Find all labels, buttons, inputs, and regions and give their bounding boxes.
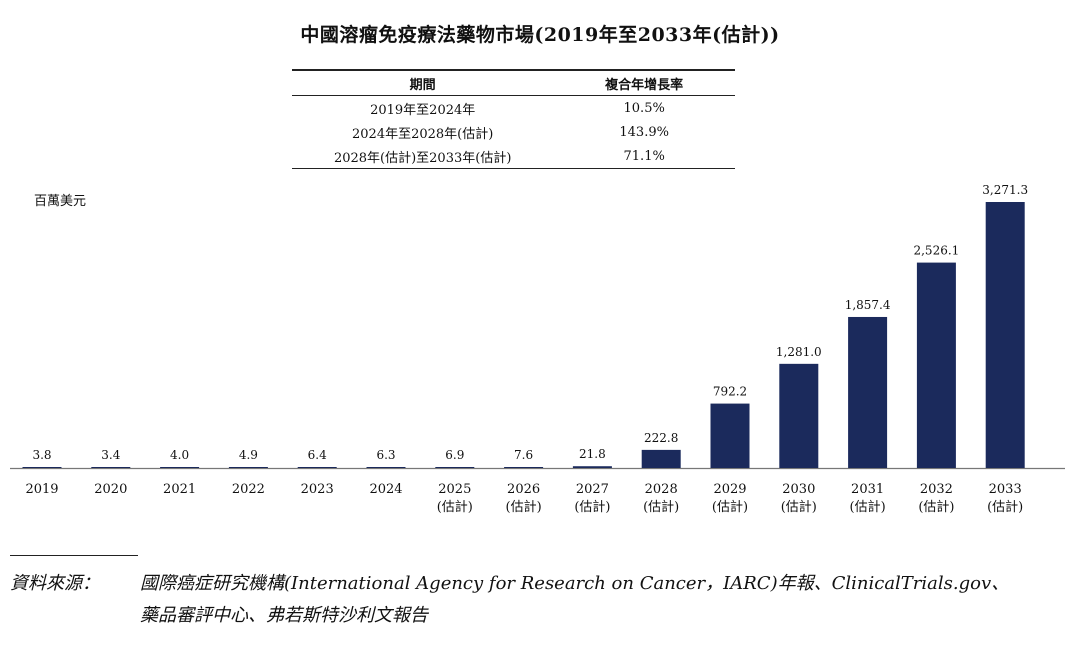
data-label: 3,271.3 xyxy=(982,183,1028,197)
data-label: 7.6 xyxy=(514,448,533,462)
bar xyxy=(366,467,406,468)
source-label: 資料來源： xyxy=(10,573,100,594)
bar xyxy=(160,467,200,468)
bar xyxy=(848,316,888,468)
data-label: 2,526.1 xyxy=(913,244,959,258)
source-divider xyxy=(10,555,138,556)
data-label: 4.9 xyxy=(239,448,258,462)
bar xyxy=(297,467,337,468)
data-label: 21.8 xyxy=(579,447,606,461)
x-tick-sublabel: (估計) xyxy=(987,499,1023,515)
x-tick-label: 2031 xyxy=(851,482,884,497)
table-row: 2028年(估計)至2033年(估計) 71.1% xyxy=(292,144,735,169)
x-tick-label: 2025 xyxy=(438,482,471,497)
x-tick-label: 2033 xyxy=(989,482,1022,497)
x-tick-label: 2030 xyxy=(782,482,815,497)
data-label: 6.3 xyxy=(376,448,395,462)
cagr-table: 期間 複合年增長率 2019年至2024年 10.5% 2024年至2028年(… xyxy=(292,69,735,169)
cagr-header-row: 期間 複合年增長率 xyxy=(292,70,735,96)
data-label: 1,857.4 xyxy=(845,298,891,312)
x-tick-sublabel: (估計) xyxy=(781,499,817,515)
table-row: 2024年至2028年(估計) 143.9% xyxy=(292,120,735,144)
chart-title: 中國溶瘤免疫療法藥物市場(2019年至2033年(估計)) xyxy=(300,24,780,46)
data-label: 6.4 xyxy=(308,448,327,462)
x-tick-label: 2023 xyxy=(301,482,334,497)
x-tick-label: 2027 xyxy=(576,482,609,497)
x-tick-label: 2019 xyxy=(25,482,58,497)
cagr-rate: 143.9% xyxy=(619,125,669,140)
bar xyxy=(779,363,819,468)
x-tick-label: 2028 xyxy=(645,482,678,497)
x-tick-sublabel: (估計) xyxy=(643,499,679,515)
cagr-rate: 71.1% xyxy=(623,149,665,164)
x-tick-label: 2029 xyxy=(713,482,746,497)
x-tick-label: 2020 xyxy=(94,482,127,497)
x-tick-sublabel: (估計) xyxy=(850,499,886,515)
cagr-rate: 10.5% xyxy=(623,101,665,116)
bar xyxy=(572,466,612,468)
source-line-1: 國際癌症研究機構(International Agency for Resear… xyxy=(140,573,1010,594)
x-tick-sublabel: (估計) xyxy=(506,499,542,515)
cagr-header-period: 期間 xyxy=(292,70,554,96)
bar xyxy=(710,403,750,468)
cagr-period: 2019年至2024年 xyxy=(370,103,476,118)
x-tick-label: 2024 xyxy=(369,482,402,497)
x-tick-sublabel: (估計) xyxy=(437,499,473,515)
bar xyxy=(228,467,268,468)
table-row: 2019年至2024年 10.5% xyxy=(292,96,735,121)
bar xyxy=(916,262,956,468)
data-label: 3.8 xyxy=(32,448,51,462)
bar xyxy=(22,467,62,468)
x-tick-label: 2032 xyxy=(920,482,953,497)
x-tick-label: 2021 xyxy=(163,482,196,497)
bar xyxy=(504,467,544,468)
x-tick-label: 2026 xyxy=(507,482,540,497)
data-label: 792.2 xyxy=(713,385,747,399)
data-label: 4.0 xyxy=(170,448,189,462)
bar-chart: 3.8 2019 3.4 2020 4.0 2021 4.9 2022 6.4 2023 6.3 20… xyxy=(10,183,1065,515)
bar xyxy=(985,202,1025,468)
cagr-header-rate: 複合年增長率 xyxy=(553,70,735,96)
cagr-period: 2024年至2028年(估計) xyxy=(352,127,494,142)
x-tick-sublabel: (估計) xyxy=(918,499,954,515)
x-tick-label: 2022 xyxy=(232,482,265,497)
data-label: 3.4 xyxy=(101,448,120,462)
data-label: 1,281.0 xyxy=(776,345,822,359)
x-tick-sublabel: (估計) xyxy=(574,499,610,515)
source-note: 資料來源： 國際癌症研究機構(International Agency for R… xyxy=(10,568,1009,632)
data-label: 222.8 xyxy=(644,431,678,445)
data-label: 6.9 xyxy=(445,448,464,462)
source-line-2: 藥品審評中心、弗若斯特沙利文報告 xyxy=(140,605,428,626)
bar xyxy=(641,449,681,468)
x-tick-sublabel: (估計) xyxy=(712,499,748,515)
cagr-period: 2028年(估計)至2033年(估計) xyxy=(333,151,512,166)
bar xyxy=(435,467,475,468)
bar xyxy=(91,467,131,468)
y-unit-label: 百萬美元 xyxy=(34,194,87,209)
